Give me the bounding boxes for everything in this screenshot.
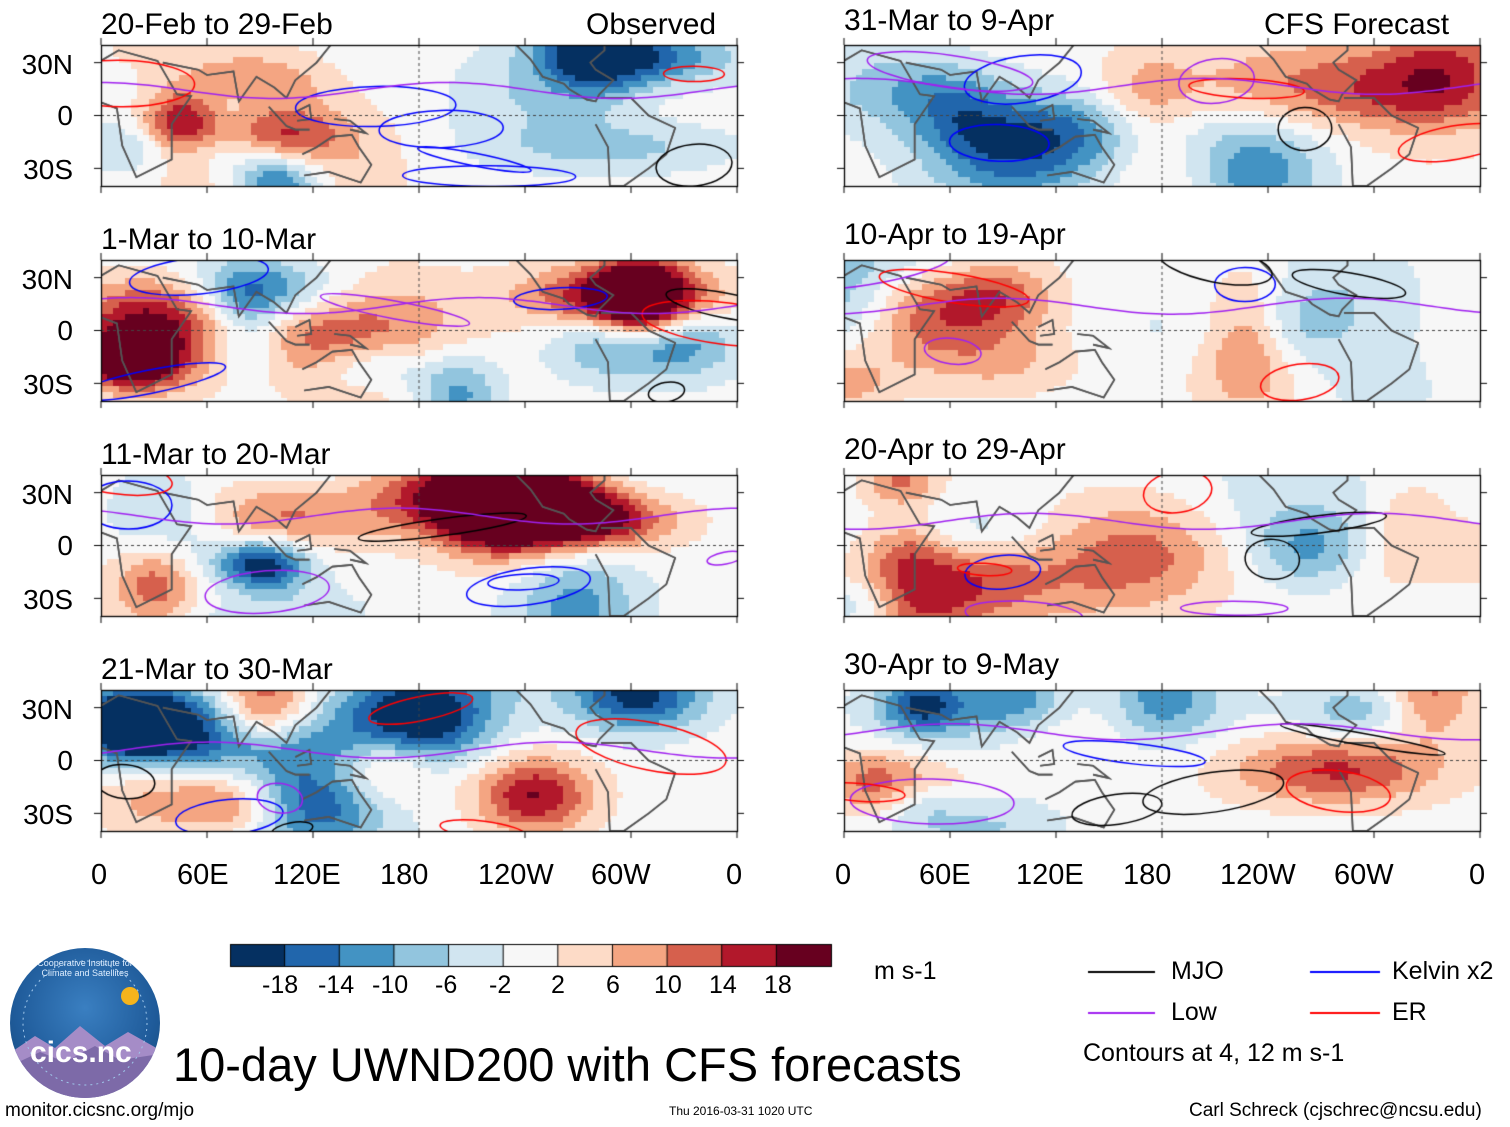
cics-logo: Cooperative Institute for Climate and Sa… [10,948,160,1098]
lon-tick-120w: 120W [478,859,554,891]
footer-author[interactable]: Carl Schreck (cjschrec@ncsu.edu) [1189,1100,1482,1121]
lat-tick-30n: 30N [21,264,73,295]
lon-tick-0-end: 0 [726,859,743,891]
lat-tick-30s: 30S [23,369,73,400]
lon-tick-120w: 120W [1220,859,1296,891]
lat-tick-30s: 30S [23,799,73,830]
lat-tick-30n: 30N [21,49,73,80]
lon-tick-60w: 60W [591,859,651,891]
cb-tick-m6: -6 [435,971,458,999]
lat-tick-eq: 0 [57,100,73,131]
lon-tick-0-end: 0 [1469,859,1486,891]
observed-header: Observed [586,8,717,41]
cb-tick-18: 18 [764,971,792,999]
colorbar-unit: m s-1 [874,957,937,985]
logo-text: cics.nc [30,1036,132,1069]
lat-tick-eq: 0 [57,530,73,561]
lon-tick-120e: 120E [1016,859,1084,891]
lat-tick-30n: 30N [21,479,73,510]
lat-tick-30n: 30N [21,694,73,725]
lat-tick-30s: 30S [23,154,73,185]
lon-tick-60e: 60E [177,859,229,891]
cb-tick-m14: -14 [318,971,355,999]
lat-tick-eq: 0 [57,315,73,346]
lon-tick-120e: 120E [273,859,341,891]
legend-label-mjo: MJO [1171,957,1224,985]
footer-timestamp: Thu 2016-03-31 1020 UTC [669,1104,813,1118]
cb-tick-m10: -10 [372,971,409,999]
footer-url[interactable]: monitor.cicsnc.org/mjo [5,1100,195,1121]
lon-tick-180: 180 [1123,859,1172,891]
legend-label-low: Low [1171,998,1217,1026]
logo-ring-text: Cooperative Institute for Climate and Sa… [37,958,133,978]
lon-tick-60w: 60W [1334,859,1394,891]
forecast-header: CFS Forecast [1264,8,1450,41]
panel-title-obs-4: 21-Mar to 30-Mar [101,653,333,686]
lon-tick-60e: 60E [919,859,971,891]
panel-title-obs-3: 11-Mar to 20-Mar [101,438,331,471]
cb-tick-2: 2 [551,971,565,999]
cb-tick-10: 10 [654,971,682,999]
panel-title-fcst-3: 20-Apr to 29-Apr [844,433,1066,466]
cb-tick-6: 6 [606,971,620,999]
legend-note: Contours at 4, 12 m s-1 [1083,1039,1345,1067]
cb-tick-14: 14 [709,971,737,999]
cb-tick-m2: -2 [489,971,512,999]
legend-label-er: ER [1392,998,1427,1026]
cb-tick-m18: -18 [262,971,299,999]
legend-label-kelvin: Kelvin x2 [1392,957,1494,985]
figure-title: 10-day UWND200 with CFS forecasts [173,1038,962,1091]
panel-title-fcst-2: 10-Apr to 19-Apr [844,218,1066,251]
panel-title-obs-2: 1-Mar to 10-Mar [101,223,317,256]
panel-title-fcst-4: 30-Apr to 9-May [844,648,1060,681]
lon-tick-0: 0 [91,859,108,891]
panel-title-obs-1: 20-Feb to 29-Feb [101,8,333,41]
lon-tick-0: 0 [835,859,852,891]
logo-mountains [10,960,160,1098]
lat-tick-30s: 30S [23,584,73,615]
panel-title-fcst-1: 31-Mar to 9-Apr [844,4,1055,37]
lat-tick-eq: 0 [57,745,73,776]
lon-tick-180: 180 [380,859,429,891]
